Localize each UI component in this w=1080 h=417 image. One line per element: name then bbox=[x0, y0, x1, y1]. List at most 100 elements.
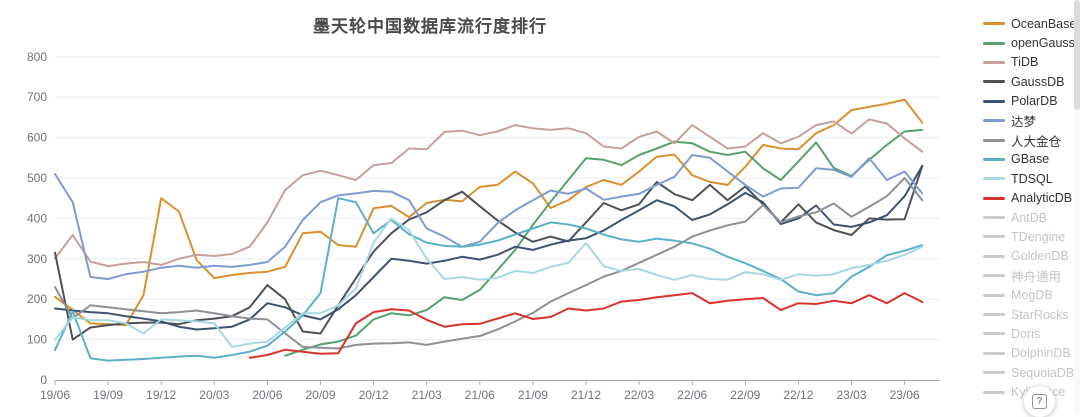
legend-label: GaussDB bbox=[1011, 74, 1065, 89]
x-axis-label: 19/06 bbox=[40, 388, 70, 402]
legend-line-swatch bbox=[983, 390, 1005, 394]
x-axis-label: 20/09 bbox=[305, 388, 335, 402]
series-line-TDSQL[interactable] bbox=[54, 217, 924, 348]
legend-label: StarRocks bbox=[1011, 307, 1069, 322]
legend-label: MogDB bbox=[1011, 288, 1053, 303]
series-line-TiDB[interactable] bbox=[54, 118, 924, 268]
legend-item-GoldenDB[interactable]: GoldenDB bbox=[983, 247, 1075, 266]
legend-label: OceanBase bbox=[1011, 16, 1077, 31]
series-line-OceanBase[interactable] bbox=[54, 98, 924, 327]
legend-label: AnalyticDB bbox=[1011, 191, 1073, 206]
question-mark-icon: ? bbox=[1032, 394, 1047, 409]
legend-line-swatch bbox=[983, 99, 1005, 103]
legend: OceanBase openGauss TiDB GaussDB PolarDB 达梦人大… bbox=[983, 14, 1077, 402]
x-axis-label: 22/09 bbox=[730, 388, 760, 402]
legend-item-openGauss[interactable]: openGauss bbox=[983, 33, 1075, 52]
legend-line-swatch bbox=[983, 22, 1005, 26]
series-line-GaussDB[interactable] bbox=[54, 164, 924, 341]
legend-line-swatch bbox=[983, 157, 1005, 161]
y-axis-label: 100 bbox=[27, 333, 47, 347]
legend-item-TiDB[interactable]: TiDB bbox=[983, 53, 1075, 72]
x-axis-label: 21/12 bbox=[571, 388, 601, 402]
legend-line-swatch bbox=[983, 196, 1005, 200]
legend-item-OceanBase[interactable]: OceanBase bbox=[983, 14, 1077, 33]
y-axis-label: 500 bbox=[27, 171, 47, 185]
legend-line-swatch bbox=[983, 177, 1005, 181]
legend-item-MogDB[interactable]: MogDB bbox=[983, 285, 1075, 304]
legend-label: openGauss bbox=[1011, 36, 1075, 51]
legend-item-AntDB[interactable]: AntDB bbox=[983, 208, 1075, 227]
legend-line-swatch bbox=[983, 351, 1005, 355]
legend-item-PolarDB[interactable]: PolarDB bbox=[983, 92, 1075, 111]
x-axis-label: 22/12 bbox=[783, 388, 813, 402]
legend-line-swatch bbox=[983, 80, 1005, 84]
legend-label: TDSQL bbox=[1011, 171, 1053, 186]
y-axis-label: 300 bbox=[27, 252, 47, 266]
legend-line-swatch bbox=[983, 371, 1005, 375]
legend-item-SequoiaDB[interactable]: SequoiaDB bbox=[983, 363, 1075, 382]
legend-item-Doris[interactable]: Doris bbox=[983, 324, 1075, 343]
legend-line-swatch bbox=[983, 313, 1005, 317]
legend-line-swatch bbox=[983, 274, 1005, 278]
legend-item-AnalyticDB[interactable]: AnalyticDB bbox=[983, 189, 1075, 208]
x-axis-label: 22/03 bbox=[624, 388, 654, 402]
x-axis-label: 20/03 bbox=[199, 388, 229, 402]
x-axis-label: 20/06 bbox=[252, 388, 282, 402]
x-axis-label: 23/06 bbox=[890, 388, 920, 402]
legend-label: GoldenDB bbox=[1011, 249, 1069, 264]
y-axis-label: 200 bbox=[27, 292, 47, 306]
series-line-达梦[interactable] bbox=[54, 154, 924, 280]
legend-label: DolphinDB bbox=[1011, 346, 1071, 361]
series-line-openGauss[interactable] bbox=[284, 128, 924, 357]
legend-label: 人大金仓 bbox=[1011, 134, 1062, 149]
series-line-AnalyticDB[interactable] bbox=[248, 292, 924, 359]
y-axis-label: 400 bbox=[27, 211, 47, 225]
legend-item-达梦[interactable]: 达梦 bbox=[983, 111, 1075, 130]
legend-line-swatch bbox=[983, 235, 1005, 239]
legend-label: 神舟通用 bbox=[1011, 270, 1062, 285]
legend-label: TDengine bbox=[1011, 229, 1066, 244]
x-axis-label: 23/03 bbox=[836, 388, 866, 402]
x-axis-label: 21/06 bbox=[465, 388, 495, 402]
legend-label: SequoiaDB bbox=[1011, 365, 1075, 380]
chart-title: 墨天轮中国数据库流行度排行 bbox=[313, 17, 547, 36]
x-axis-label: 19/09 bbox=[93, 388, 123, 402]
legend-line-swatch bbox=[983, 119, 1005, 123]
legend-line-swatch bbox=[983, 254, 1005, 258]
legend-item-GBase[interactable]: GBase bbox=[983, 150, 1075, 169]
legend-label: 达梦 bbox=[1011, 115, 1037, 130]
legend-label: AntDB bbox=[1011, 210, 1048, 225]
legend-line-swatch bbox=[983, 216, 1005, 220]
scrollbar-track bbox=[1074, 0, 1080, 414]
x-axis-label: 19/12 bbox=[146, 388, 176, 402]
legend-item-TDSQL[interactable]: TDSQL bbox=[983, 169, 1075, 188]
x-axis-label: 21/09 bbox=[518, 388, 548, 402]
help-button[interactable]: ? bbox=[1024, 386, 1055, 417]
series-line-GBase[interactable] bbox=[54, 197, 924, 362]
legend-line-swatch bbox=[983, 60, 1005, 64]
y-axis-label: 0 bbox=[40, 373, 47, 387]
legend-label: TiDB bbox=[1011, 55, 1039, 70]
y-axis-label: 700 bbox=[27, 90, 47, 104]
legend-label: PolarDB bbox=[1011, 94, 1058, 109]
y-axis-label: 800 bbox=[27, 50, 47, 64]
legend-label: GBase bbox=[1011, 152, 1050, 167]
legend-label: Doris bbox=[1011, 326, 1041, 341]
legend-item-GaussDB[interactable]: GaussDB bbox=[983, 72, 1075, 91]
legend-item-TDengine[interactable]: TDengine bbox=[983, 227, 1075, 246]
legend-line-swatch bbox=[983, 41, 1005, 45]
y-axis-label: 600 bbox=[27, 131, 47, 145]
scrollbar-thumb[interactable] bbox=[1074, 0, 1080, 110]
x-axis-label: 21/03 bbox=[412, 388, 442, 402]
legend-item-神舟通用[interactable]: 神舟通用 bbox=[983, 266, 1075, 285]
series-line-人大金仓[interactable] bbox=[54, 177, 924, 350]
legend-line-swatch bbox=[983, 293, 1005, 297]
legend-line-swatch bbox=[983, 138, 1005, 142]
x-axis-label: 22/06 bbox=[677, 388, 707, 402]
legend-line-swatch bbox=[983, 332, 1005, 336]
legend-item-StarRocks[interactable]: StarRocks bbox=[983, 305, 1075, 324]
x-axis-label: 20/12 bbox=[359, 388, 389, 402]
legend-item-DolphinDB[interactable]: DolphinDB bbox=[983, 344, 1075, 363]
legend-item-人大金仓[interactable]: 人大金仓 bbox=[983, 130, 1075, 149]
